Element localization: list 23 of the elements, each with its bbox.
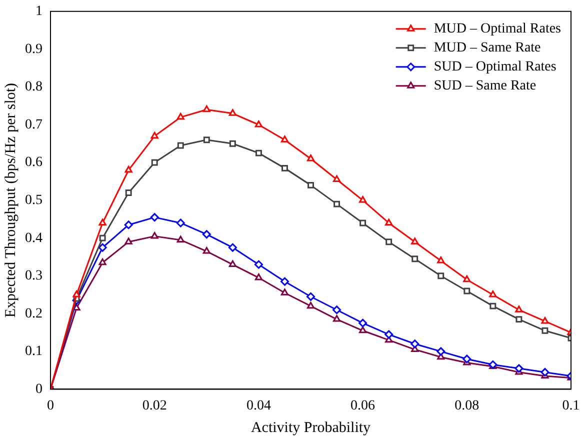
y-tick-label: 0.8 — [25, 80, 42, 95]
x-tick-label: 0.1 — [562, 398, 580, 414]
x-tick-label: 0.04 — [246, 398, 271, 414]
y-tick-label: 0.1 — [25, 344, 42, 360]
y-tick-label: 1 — [36, 4, 42, 20]
x-tick-label: 0.02 — [142, 398, 167, 414]
y-tick-label: 0.3 — [25, 268, 42, 284]
x-tick-label: 0 — [47, 398, 54, 414]
x-axis-title: Activity Probability — [250, 420, 372, 436]
y-tick-label: 0 — [36, 382, 42, 397]
x-tick-label: 0.08 — [454, 398, 480, 414]
y-tick-label: 0.2 — [25, 306, 42, 322]
x-tick-label: 0.06 — [350, 398, 376, 414]
y-tick-label: 0.6 — [25, 155, 42, 170]
y-axis-title: Expected Throughput (bps/Hz per slot) — [2, 82, 19, 318]
legend-label: MUD – Same Rate — [434, 40, 541, 56]
legend-label: SUD – Same Rate — [434, 78, 536, 94]
y-tick-label: 0.9 — [25, 42, 42, 57]
legend-label: SUD – Optimal Rates — [434, 60, 556, 75]
y-tick-label: 0.5 — [25, 192, 42, 208]
legend-label: MUD – Optimal Rates — [434, 22, 561, 37]
y-tick-label: 0.4 — [25, 230, 42, 246]
y-tick-label: 0.7 — [25, 117, 42, 132]
